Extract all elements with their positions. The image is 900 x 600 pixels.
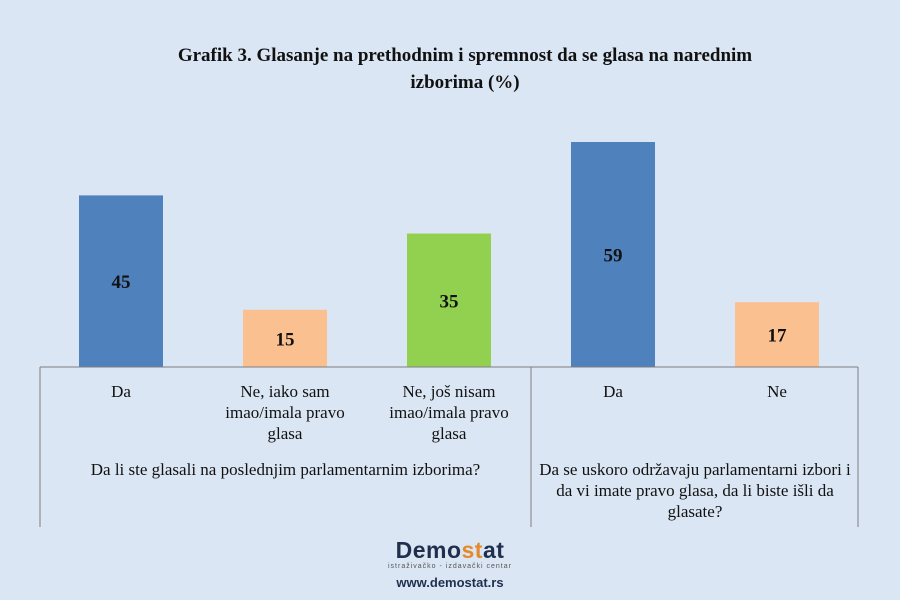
category-label-4: Ne bbox=[767, 382, 787, 401]
data-label-2: 35 bbox=[440, 291, 459, 312]
category-label-1: Ne, iako sam imao/imala pravo glasa bbox=[225, 382, 345, 443]
group-label-previous-elections: Da li ste glasali na poslednjim parlamen… bbox=[90, 460, 481, 479]
demostat-logo: Demostat istraživačko - izdavački centar… bbox=[330, 538, 570, 591]
bar-4 bbox=[735, 302, 819, 367]
data-label-0: 45 bbox=[112, 272, 131, 293]
data-label-3: 59 bbox=[604, 246, 623, 267]
data-labels-layer: 45 15 35 59 17 bbox=[112, 246, 788, 351]
axis-layer bbox=[39, 366, 859, 527]
category-label-3: Da bbox=[603, 382, 623, 401]
logo-url: www.demostat.rs bbox=[396, 575, 504, 590]
category-label-0: Da bbox=[111, 382, 131, 401]
bar-1 bbox=[243, 309, 327, 367]
data-label-4: 17 bbox=[768, 326, 788, 347]
bar-3 bbox=[571, 142, 655, 367]
category-label-2: Ne, još nisam imao/imala pravo glasa bbox=[389, 382, 509, 443]
logo-tagline: istraživačko - izdavački centar bbox=[388, 563, 512, 570]
bar-0 bbox=[79, 195, 163, 367]
group-label-next-elections: Da se uskoro održavaju parlamentarni izb… bbox=[539, 460, 851, 521]
bars-layer bbox=[79, 142, 819, 367]
logo-brand: Demostat bbox=[395, 537, 505, 563]
chart-title: Grafik 3. Glasanje na prethodnim i sprem… bbox=[177, 45, 753, 93]
data-label-1: 15 bbox=[276, 329, 295, 350]
bar-2 bbox=[407, 233, 491, 367]
